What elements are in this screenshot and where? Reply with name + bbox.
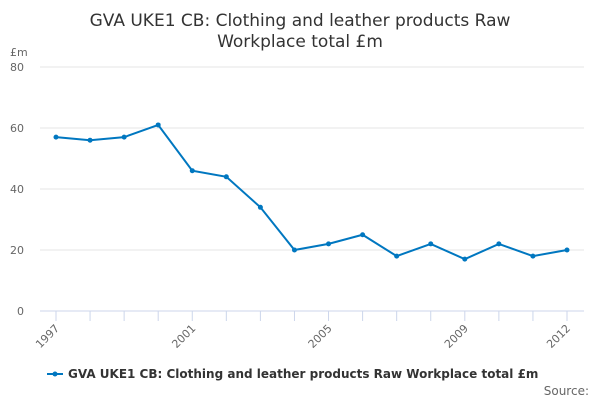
y-tick-label: 40 [10, 183, 24, 196]
data-point-2000[interactable] [155, 122, 161, 128]
data-point-2012[interactable] [564, 247, 570, 253]
y-tick-label: 60 [10, 122, 24, 135]
source-label: Source: [544, 384, 589, 398]
y-tick-label: 0 [17, 305, 24, 318]
legend-marker-icon [52, 371, 58, 377]
y-tick-label: 80 [10, 61, 24, 74]
x-tick-label: 2012 [544, 322, 573, 351]
data-point-1997[interactable] [53, 134, 59, 140]
chart-title-line-2: Workplace total £m [217, 32, 383, 52]
x-tick-label: 2009 [442, 322, 471, 351]
data-point-1998[interactable] [87, 137, 93, 143]
y-tick-label: 20 [10, 244, 24, 257]
chart-title-line-1: GVA UKE1 CB: Clothing and leather produc… [90, 11, 511, 31]
data-point-2001[interactable] [189, 168, 195, 174]
data-point-2007[interactable] [394, 253, 400, 259]
legend[interactable]: GVA UKE1 CB: Clothing and leather produc… [47, 367, 538, 381]
data-point-2005[interactable] [326, 241, 332, 247]
data-point-1999[interactable] [121, 134, 127, 140]
data-point-2002[interactable] [223, 174, 229, 180]
data-point-2003[interactable] [257, 204, 263, 210]
data-point-2009[interactable] [462, 256, 468, 262]
x-tick-label: 2005 [306, 322, 335, 351]
data-point-2006[interactable] [360, 232, 366, 238]
data-point-2008[interactable] [428, 241, 434, 247]
series-line [55, 123, 568, 261]
y-axis-label: £m [10, 46, 28, 59]
data-point-2004[interactable] [291, 247, 297, 253]
data-point-2010[interactable] [496, 241, 502, 247]
x-tick-label: 2001 [169, 322, 198, 351]
x-tick-label: 1997 [33, 322, 62, 351]
data-point-2011[interactable] [530, 253, 536, 259]
legend-label: GVA UKE1 CB: Clothing and leather produc… [68, 367, 538, 381]
